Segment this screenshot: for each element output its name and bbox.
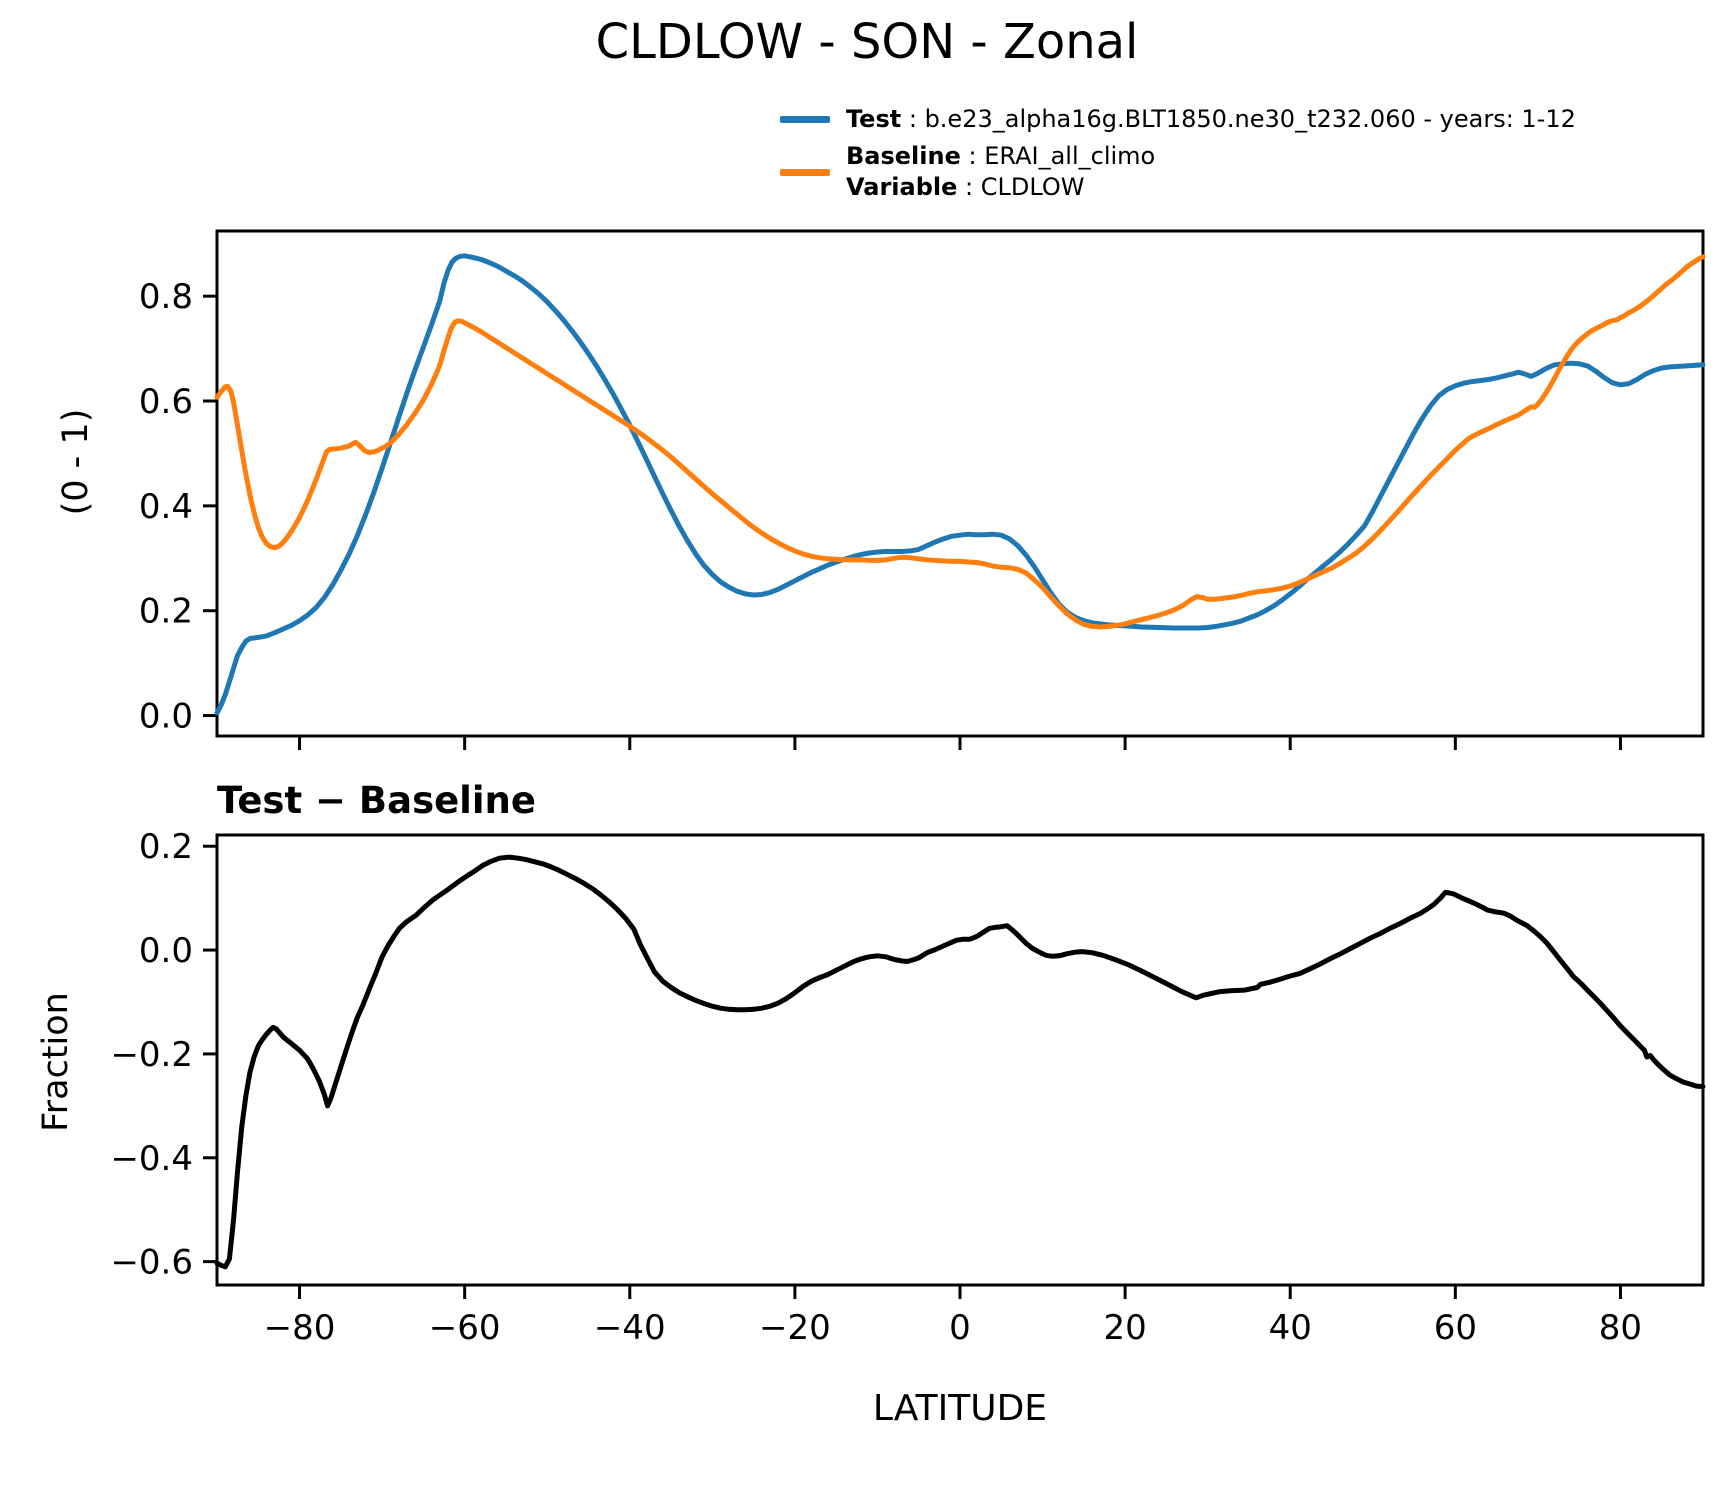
y-tick-label: 0.8 [139, 277, 193, 317]
x-tick-label: −60 [429, 1308, 501, 1348]
legend-baseline-line: Baseline : ERAI_all_climo [846, 141, 1155, 172]
legend-baseline-value: ERAI_all_climo [984, 142, 1156, 170]
x-tick-label: 0 [949, 1308, 971, 1348]
series-line-baseline [214, 254, 1706, 630]
page-title: CLDLOW - SON - Zonal [595, 14, 1139, 70]
y-tick-label: 0.4 [139, 487, 193, 527]
y-tick-label: 0.6 [139, 382, 193, 422]
x-tick-label: −20 [759, 1308, 831, 1348]
legend-separator: : [957, 173, 981, 201]
difference-panel-title: Test − Baseline [217, 779, 536, 822]
x-tick-label: 60 [1434, 1308, 1477, 1348]
x-axis-label: LATITUDE [872, 1388, 1048, 1429]
legend-separator: : [960, 142, 985, 170]
y-tick-label: −0.6 [110, 1243, 193, 1283]
x-tick-label: −80 [264, 1308, 336, 1348]
legend-baseline-swatch [780, 168, 830, 176]
y-tick-label: 0.2 [139, 592, 193, 632]
x-tick-label: 20 [1103, 1308, 1146, 1348]
legend-test-swatch [780, 115, 830, 123]
x-tick-label: 80 [1599, 1308, 1642, 1348]
legend-separator: : [901, 105, 925, 133]
y-tick-label: 0.2 [139, 827, 193, 867]
legend-baseline-label: Baseline [846, 142, 961, 170]
legend-variable-line: Variable : CLDLOW [846, 172, 1155, 203]
axes-frame-difference [215, 833, 1705, 1287]
x-tick-label: 40 [1269, 1308, 1312, 1348]
legend-test-label: Test [846, 105, 902, 133]
legend-test-text: Test : b.e23_alpha16g.BLT1850.ne30_t232.… [846, 105, 1576, 133]
y-tick-label: −0.4 [110, 1139, 193, 1179]
legend-baseline-text: Baseline : ERAI_all_climo Variable : CLD… [846, 141, 1155, 203]
y-tick-label: 0.0 [139, 697, 193, 737]
series-line-test [214, 253, 1706, 716]
legend-variable-value: CLDLOW [980, 173, 1085, 201]
y-tick-label: 0.0 [139, 931, 193, 971]
legend-entry-test: Test : b.e23_alpha16g.BLT1850.ne30_t232.… [780, 105, 1576, 133]
legend-entry-baseline: Baseline : ERAI_all_climo Variable : CLD… [780, 141, 1155, 203]
series-line-difference [214, 854, 1706, 1270]
x-tick-label: −40 [594, 1308, 666, 1348]
legend-variable-label: Variable [846, 173, 958, 201]
legend-test-value: b.e23_alpha16g.BLT1850.ne30_t232.060 - y… [924, 105, 1576, 133]
y-tick-label: −0.2 [110, 1035, 193, 1075]
